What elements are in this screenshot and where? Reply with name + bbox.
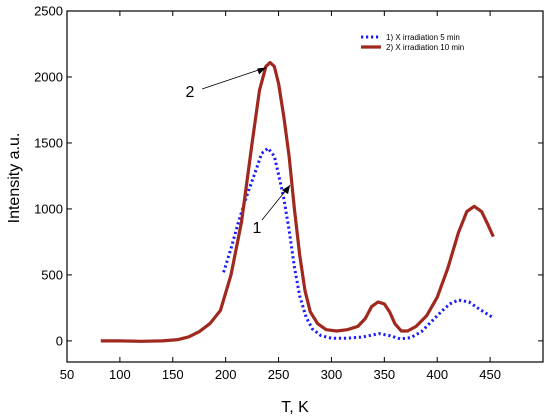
arrow-1-head xyxy=(282,185,291,195)
x-tick-label: 450 xyxy=(479,367,501,382)
x-tick-label: 300 xyxy=(321,367,343,382)
ticks-layer: 50 100 150 200 250 300 350 400 450 0 500 1000 1500 20… xyxy=(34,4,543,382)
legend-label-1: 1) X irradiation 5 min xyxy=(386,33,460,42)
annotation-label-2: 2 xyxy=(186,84,195,101)
x-tick-label: 400 xyxy=(426,367,448,382)
arrow-2-line xyxy=(201,67,267,90)
y-tick-label: 2500 xyxy=(34,4,63,19)
y-tick-label: 1000 xyxy=(34,201,63,216)
x-tick-label: 150 xyxy=(162,367,184,382)
series-layer xyxy=(100,60,495,343)
series-line-2 xyxy=(100,60,495,343)
y-tick-label: 500 xyxy=(41,267,63,282)
axes-frame xyxy=(66,10,544,363)
legend-label-2: 2) X irradiation 10 min xyxy=(386,43,464,52)
x-axis-label: T, K xyxy=(281,399,309,416)
y-axis-label: Intensity a.u. xyxy=(6,133,23,224)
x-tick-label: 350 xyxy=(373,367,395,382)
x-tick-label: 50 xyxy=(60,367,74,382)
y-tick-label: 0 xyxy=(56,333,63,348)
x-tick-label: 100 xyxy=(109,367,131,382)
annotation-layer: 21 xyxy=(186,67,291,237)
x-tick-label: 200 xyxy=(215,367,237,382)
y-tick-label: 1500 xyxy=(34,135,63,150)
y-tick-label: 2000 xyxy=(34,69,63,84)
x-tick-label: 250 xyxy=(268,367,290,382)
arrow-2-head xyxy=(257,67,267,75)
annotation-label-1: 1 xyxy=(253,220,262,237)
series-line-1 xyxy=(222,146,493,341)
